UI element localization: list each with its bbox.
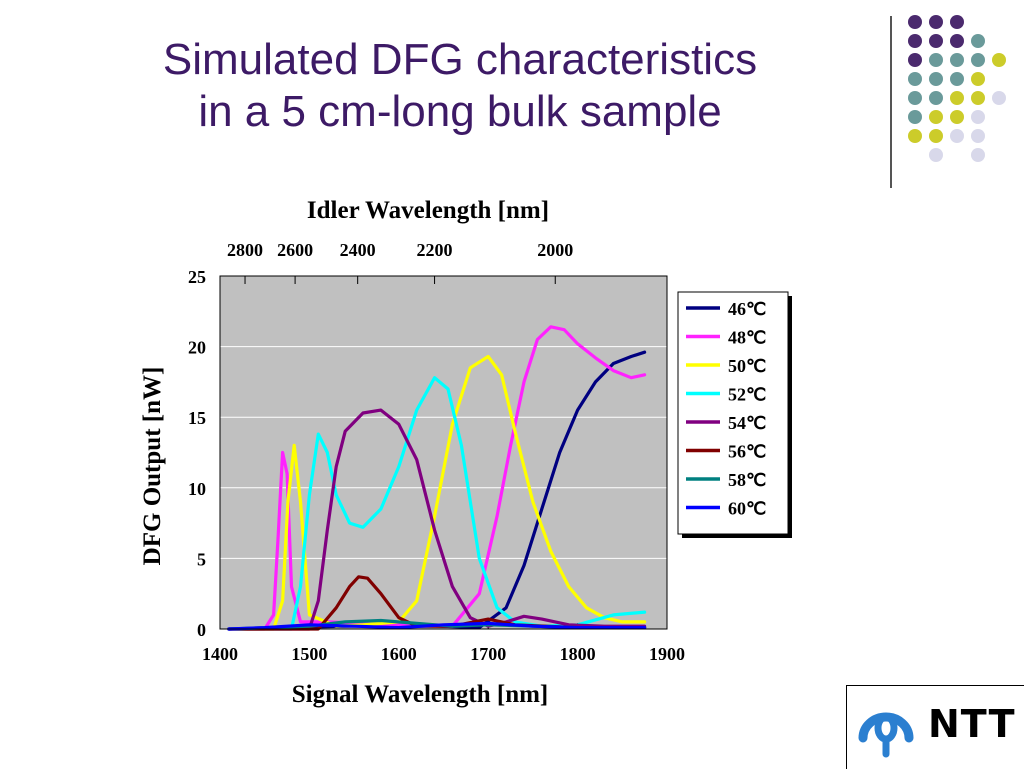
y-axis-label: DFG Output [nW] (139, 367, 166, 566)
series-line (227, 621, 647, 631)
legend-label: 50℃ (728, 356, 766, 376)
decorative-dot-grid (908, 15, 1006, 162)
decor-dot (950, 110, 964, 124)
top-tick-label: 2000 (537, 240, 573, 260)
y-tick-label: 20 (188, 338, 206, 358)
decor-dot (929, 34, 943, 48)
decor-dot (971, 129, 985, 143)
ntt-logo-icon (858, 712, 914, 758)
logo-box (846, 685, 1024, 769)
series-group (227, 325, 647, 631)
decor-dot (908, 15, 922, 29)
divider-line (890, 16, 892, 188)
decor-dot (971, 72, 985, 86)
legend-label: 56℃ (728, 442, 766, 462)
x-tick-label: 1800 (560, 644, 596, 664)
decor-dot (929, 110, 943, 124)
decor-dot (992, 53, 1006, 67)
decor-dot (992, 91, 1006, 105)
top-tick-label: 2200 (417, 240, 453, 260)
legend-box (677, 291, 789, 535)
x-tick-label: 1600 (381, 644, 417, 664)
decor-dot (929, 148, 943, 162)
decor-dot (950, 15, 964, 29)
plot-frame (219, 275, 668, 630)
decor-dot (971, 148, 985, 162)
decor-dot (950, 34, 964, 48)
top-axis-label: Idler Wavelength [nm] (307, 197, 549, 224)
tick-labels: 1400 1500 1600 1700 1800 1900 0 5 10 15 20 25 2800 26… (188, 240, 685, 664)
x-tick-label: 1700 (470, 644, 506, 664)
ntt-logo-text: NTT (928, 702, 1016, 746)
decor-dot (908, 129, 922, 143)
legend: 46℃ 48℃ 50℃ 52℃ 54℃ 56℃ 58℃ 60℃ (677, 291, 792, 538)
decor-dot (929, 53, 943, 67)
slide-title-line2: in a 5 cm-long bulk sample (198, 87, 722, 136)
decor-dot (929, 15, 943, 29)
slide-title: Simulated DFG characteristics in a 5 cm-… (70, 34, 850, 138)
decor-dot (908, 91, 922, 105)
decor-dot (971, 53, 985, 67)
x-axis-label: Signal Wavelength [nm] (292, 681, 549, 708)
decor-dot (971, 34, 985, 48)
legend-label: 52℃ (728, 385, 766, 405)
legend-label: 58℃ (728, 470, 766, 490)
y-tick-label: 0 (197, 620, 206, 640)
y-tick-label: 5 (197, 549, 206, 569)
legend-label: 46℃ (728, 299, 766, 319)
legend-label: 54℃ (728, 413, 766, 433)
y-tick-label: 25 (188, 267, 206, 287)
decor-dot (908, 53, 922, 67)
series-line (227, 325, 647, 631)
y-tick-label: 15 (188, 408, 206, 428)
x-tick-label: 1500 (291, 644, 327, 664)
decor-dot (908, 34, 922, 48)
x-tick-label: 1900 (649, 644, 685, 664)
legend-label: 48℃ (728, 328, 766, 348)
top-tick-label: 2800 (227, 240, 263, 260)
decor-dot (971, 91, 985, 105)
top-tick-label: 2400 (340, 240, 376, 260)
x-tick-label: 1400 (202, 644, 238, 664)
legend-label: 60℃ (728, 499, 766, 519)
decor-dot (950, 91, 964, 105)
decor-dot (908, 72, 922, 86)
decor-dot (908, 110, 922, 124)
y-tick-label: 10 (188, 479, 206, 499)
decor-dot (929, 91, 943, 105)
decor-dot (929, 129, 943, 143)
top-tick-label: 2600 (277, 240, 313, 260)
series-line (227, 354, 647, 631)
series-line (227, 408, 647, 631)
decor-dot (950, 72, 964, 86)
decor-dot (950, 129, 964, 143)
plot-background (220, 276, 667, 629)
decor-dot (929, 72, 943, 86)
slide-title-line1: Simulated DFG characteristics (162, 35, 758, 84)
legend-entries: 46℃ 48℃ 50℃ 52℃ 54℃ 56℃ 58℃ 60℃ (686, 299, 766, 519)
decor-dot (971, 110, 985, 124)
dot-grid-group (908, 15, 1006, 162)
decor-dot (950, 53, 964, 67)
